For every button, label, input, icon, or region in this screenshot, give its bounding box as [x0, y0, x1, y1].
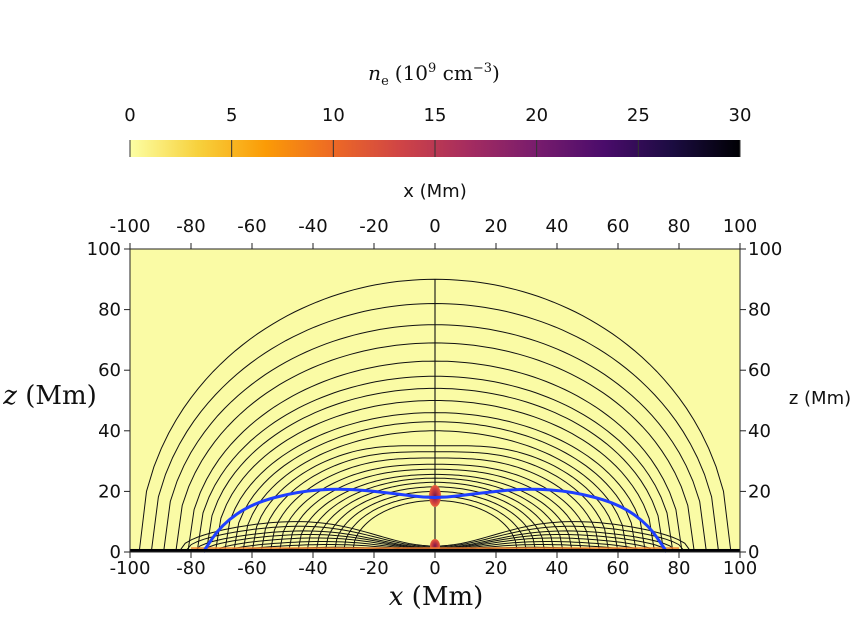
z-right-tick-label: 100 — [748, 239, 782, 260]
x-bottom-tick-label: -20 — [359, 558, 388, 579]
x-bottom-tick-label: 60 — [607, 558, 630, 579]
x-top-tick-label: -40 — [298, 216, 327, 237]
colorbar-ticks — [129, 140, 741, 157]
colorbar-tick-label: 30 — [729, 105, 752, 126]
field-line — [205, 387, 665, 552]
x-top-tick-label: 0 — [429, 216, 440, 237]
z-left-tick-label: 40 — [98, 421, 121, 442]
x-axis-bottom-title: x (Mm) — [389, 582, 484, 612]
z-right-tick-label: 40 — [748, 421, 771, 442]
base-dense-layer — [130, 548, 740, 552]
colorbar-tick-labels: 0 5 10 15 20 25 30 — [124, 105, 751, 126]
x-top-tick-label: 20 — [485, 216, 508, 237]
field-line — [242, 430, 628, 552]
x-top-tick-label: -20 — [359, 216, 388, 237]
z-left-tick-label: 80 — [98, 300, 121, 321]
x-top-tick-label: 100 — [723, 216, 757, 237]
colorbar: ne (109 cm−3) 0 5 10 15 20 25 30 — [124, 61, 751, 157]
z-axis-right-title: z (Mm) — [789, 388, 851, 409]
z-left-tick-label: 60 — [98, 360, 121, 381]
colorbar-tick-label: 20 — [525, 105, 548, 126]
condensations — [191, 484, 679, 552]
z-right-tick-label: 20 — [748, 481, 771, 502]
x-bottom-tick-label: -100 — [110, 558, 151, 579]
svg-text:ne(109 cm−3): ne (109 cm−3) — [368, 61, 500, 89]
x-top-tick-label: 80 — [668, 216, 691, 237]
x-top-tick-label: 40 — [546, 216, 569, 237]
field-line — [269, 457, 601, 552]
colorbar-tick-label: 10 — [322, 105, 345, 126]
x-axis-top-title: x (Mm) — [403, 181, 466, 202]
z-right-tick-label: 60 — [748, 360, 771, 381]
z-axis-left-title: z (Mm) — [2, 381, 97, 411]
field-line — [278, 463, 591, 552]
field-line — [187, 360, 683, 552]
axis-ticks — [124, 243, 746, 558]
x-top-tick-label: 60 — [607, 216, 630, 237]
x-bottom-tick-label: -60 — [237, 558, 266, 579]
field-line — [224, 412, 646, 552]
x-bottom-tick-label: 40 — [546, 558, 569, 579]
field-line — [260, 451, 610, 552]
x-bottom-tick-label: 0 — [429, 558, 440, 579]
field-line — [138, 278, 732, 552]
colorbar-tick-label: 25 — [627, 105, 650, 126]
field-line — [297, 473, 573, 552]
field-line — [251, 445, 619, 552]
base-layer-fringe — [191, 547, 679, 550]
field-line — [175, 342, 695, 552]
x-top-tick-label: -80 — [176, 216, 205, 237]
field-line — [150, 302, 720, 552]
colorbar-tick-label: 0 — [124, 105, 135, 126]
colorbar-label: ne (109 cm−3) — [368, 61, 500, 89]
z-left-tick-label: 0 — [110, 542, 121, 563]
x-top-tick-label: -60 — [237, 216, 266, 237]
field-line — [306, 477, 564, 552]
z-right-tick-label: 80 — [748, 300, 771, 321]
x-bottom-tick-label: 80 — [668, 558, 691, 579]
x-bottom-tick-label: 100 — [723, 558, 757, 579]
axis-tick-labels: -100 -100 -80 -80 -60 -60 -40 -40 -20 -20 0 0 20 20 40… — [87, 216, 783, 579]
x-top-tick-label: -100 — [110, 216, 151, 237]
separatrix-line — [201, 487, 669, 553]
field-line — [163, 324, 707, 552]
x-bottom-tick-label: 20 — [485, 558, 508, 579]
plot-area — [124, 243, 746, 558]
x-bottom-tick-label: -80 — [176, 558, 205, 579]
condensation-blob — [429, 484, 441, 507]
z-right-tick-label: 0 — [748, 542, 759, 563]
z-left-tick-label: 20 — [98, 481, 121, 502]
colorbar-tick-label: 5 — [226, 105, 237, 126]
x-bottom-tick-label: -40 — [298, 558, 327, 579]
field-line — [233, 421, 637, 552]
colorbar-tick-label: 15 — [424, 105, 447, 126]
field-line — [315, 481, 555, 552]
field-line — [196, 375, 674, 552]
z-left-tick-label: 100 — [87, 239, 121, 260]
field-line — [214, 400, 656, 552]
